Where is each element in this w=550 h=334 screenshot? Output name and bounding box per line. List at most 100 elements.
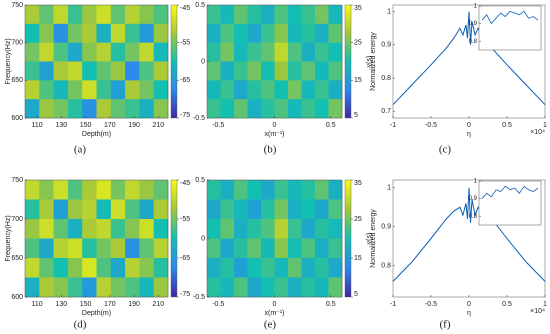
heat-cell bbox=[82, 277, 97, 298]
x-tick-label: 0 bbox=[467, 122, 471, 129]
colorbar-tick-label: -55 bbox=[180, 216, 190, 223]
heat-cell bbox=[261, 23, 275, 43]
heat-cell bbox=[96, 80, 112, 100]
heat-cell bbox=[39, 80, 54, 100]
heat-cell bbox=[53, 5, 69, 25]
heat-cell bbox=[139, 199, 154, 220]
x-tick-label: 1 bbox=[543, 301, 547, 308]
heat-cell bbox=[261, 61, 275, 81]
heat-cell bbox=[220, 277, 235, 298]
heat-cell bbox=[220, 80, 235, 100]
y-tick-label: 0.5 bbox=[195, 177, 205, 184]
panel-label: (e) bbox=[264, 319, 277, 331]
colorbar-tick-label: 5 bbox=[354, 112, 358, 119]
heat-cell bbox=[247, 277, 262, 298]
heat-cell bbox=[110, 99, 126, 119]
heat-cell bbox=[288, 42, 302, 62]
heat-cell bbox=[82, 238, 97, 259]
heat-cell bbox=[328, 61, 343, 81]
heat-cell bbox=[39, 180, 54, 200]
heat-cell bbox=[82, 23, 97, 43]
colorbar-tick-label: 15 bbox=[354, 77, 362, 84]
heat-cell bbox=[301, 199, 316, 220]
heat-cell bbox=[139, 5, 154, 25]
colorbar-tick-label: -75 bbox=[180, 291, 190, 298]
x-exponent: ×10⁴ bbox=[530, 308, 545, 315]
heat-cell bbox=[96, 23, 112, 43]
x-tick-label: 1 bbox=[543, 122, 547, 129]
heat-cell bbox=[234, 258, 248, 278]
heat-cell bbox=[274, 199, 289, 220]
heat-cell bbox=[53, 80, 69, 100]
heat-cell bbox=[207, 99, 221, 119]
heat-cell bbox=[125, 80, 140, 100]
y-tick-label: 650 bbox=[11, 77, 23, 84]
heat-cell bbox=[274, 180, 289, 200]
colorbar-tick-label: 25 bbox=[354, 216, 362, 223]
heat-cell bbox=[125, 238, 140, 259]
x-tick-label: 150 bbox=[80, 301, 92, 308]
heat-cell bbox=[288, 61, 302, 81]
heat-cell bbox=[139, 80, 154, 100]
heat-cell bbox=[96, 5, 112, 25]
heat-cell bbox=[315, 180, 329, 200]
heat-cell bbox=[125, 5, 140, 25]
heat-cell bbox=[39, 219, 54, 239]
heat-cell bbox=[328, 277, 343, 298]
heat-cell bbox=[328, 99, 343, 119]
heat-cell bbox=[328, 5, 343, 25]
heat-cell bbox=[301, 80, 316, 100]
panel-label: (c) bbox=[439, 144, 452, 156]
heat-cell bbox=[67, 80, 83, 100]
x-exponent: ×10⁴ bbox=[530, 129, 545, 136]
heat-cell bbox=[96, 277, 112, 298]
heat-cell bbox=[247, 23, 262, 43]
heat-cell bbox=[247, 180, 262, 200]
heat-cell bbox=[25, 61, 40, 81]
heat-cell bbox=[110, 80, 126, 100]
heat-cell bbox=[125, 61, 140, 81]
heat-cell bbox=[53, 238, 69, 259]
heat-cell bbox=[261, 258, 275, 278]
heat-cell bbox=[110, 258, 126, 278]
heat-cell bbox=[247, 42, 262, 62]
heat-cell bbox=[234, 99, 248, 119]
heat-cell bbox=[261, 5, 275, 25]
heat-cell bbox=[274, 5, 289, 25]
inset-y-tick-label: 0.9 bbox=[469, 196, 478, 202]
inset-y-tick-label: 1 bbox=[474, 179, 478, 185]
heat-cell bbox=[234, 180, 248, 200]
y-tick-label: 1 bbox=[387, 185, 391, 192]
heat-cell bbox=[153, 23, 169, 43]
heat-cell bbox=[153, 5, 169, 25]
heat-cell bbox=[53, 199, 69, 220]
heat-cell bbox=[207, 23, 221, 43]
x-tick-label: 130 bbox=[56, 301, 68, 308]
heat-cell bbox=[25, 219, 40, 239]
heat-cell bbox=[82, 258, 97, 278]
heat-cell bbox=[67, 238, 83, 259]
heat-cell bbox=[82, 99, 97, 119]
colorbar-tick-label: -45 bbox=[180, 5, 190, 12]
heat-cell bbox=[234, 219, 248, 239]
heat-cell bbox=[125, 219, 140, 239]
heat-cell bbox=[234, 238, 248, 259]
heat-cell bbox=[67, 23, 83, 43]
colorbar-tick-label: 35 bbox=[354, 5, 362, 12]
y-tick-label: 600 bbox=[11, 294, 23, 301]
heat-cell bbox=[315, 99, 329, 119]
colorbar-tick-label: 25 bbox=[354, 40, 362, 47]
heat-cell bbox=[261, 99, 275, 119]
heat-cell bbox=[25, 42, 40, 62]
heat-cell bbox=[288, 23, 302, 43]
heat-cell bbox=[153, 258, 169, 278]
heat-cell bbox=[82, 42, 97, 62]
heat-cell bbox=[153, 180, 169, 200]
heat-cell bbox=[328, 80, 343, 100]
heat-cell bbox=[96, 99, 112, 119]
heat-cell bbox=[139, 238, 154, 259]
heat-cell bbox=[96, 219, 112, 239]
heat-cell bbox=[153, 42, 169, 62]
